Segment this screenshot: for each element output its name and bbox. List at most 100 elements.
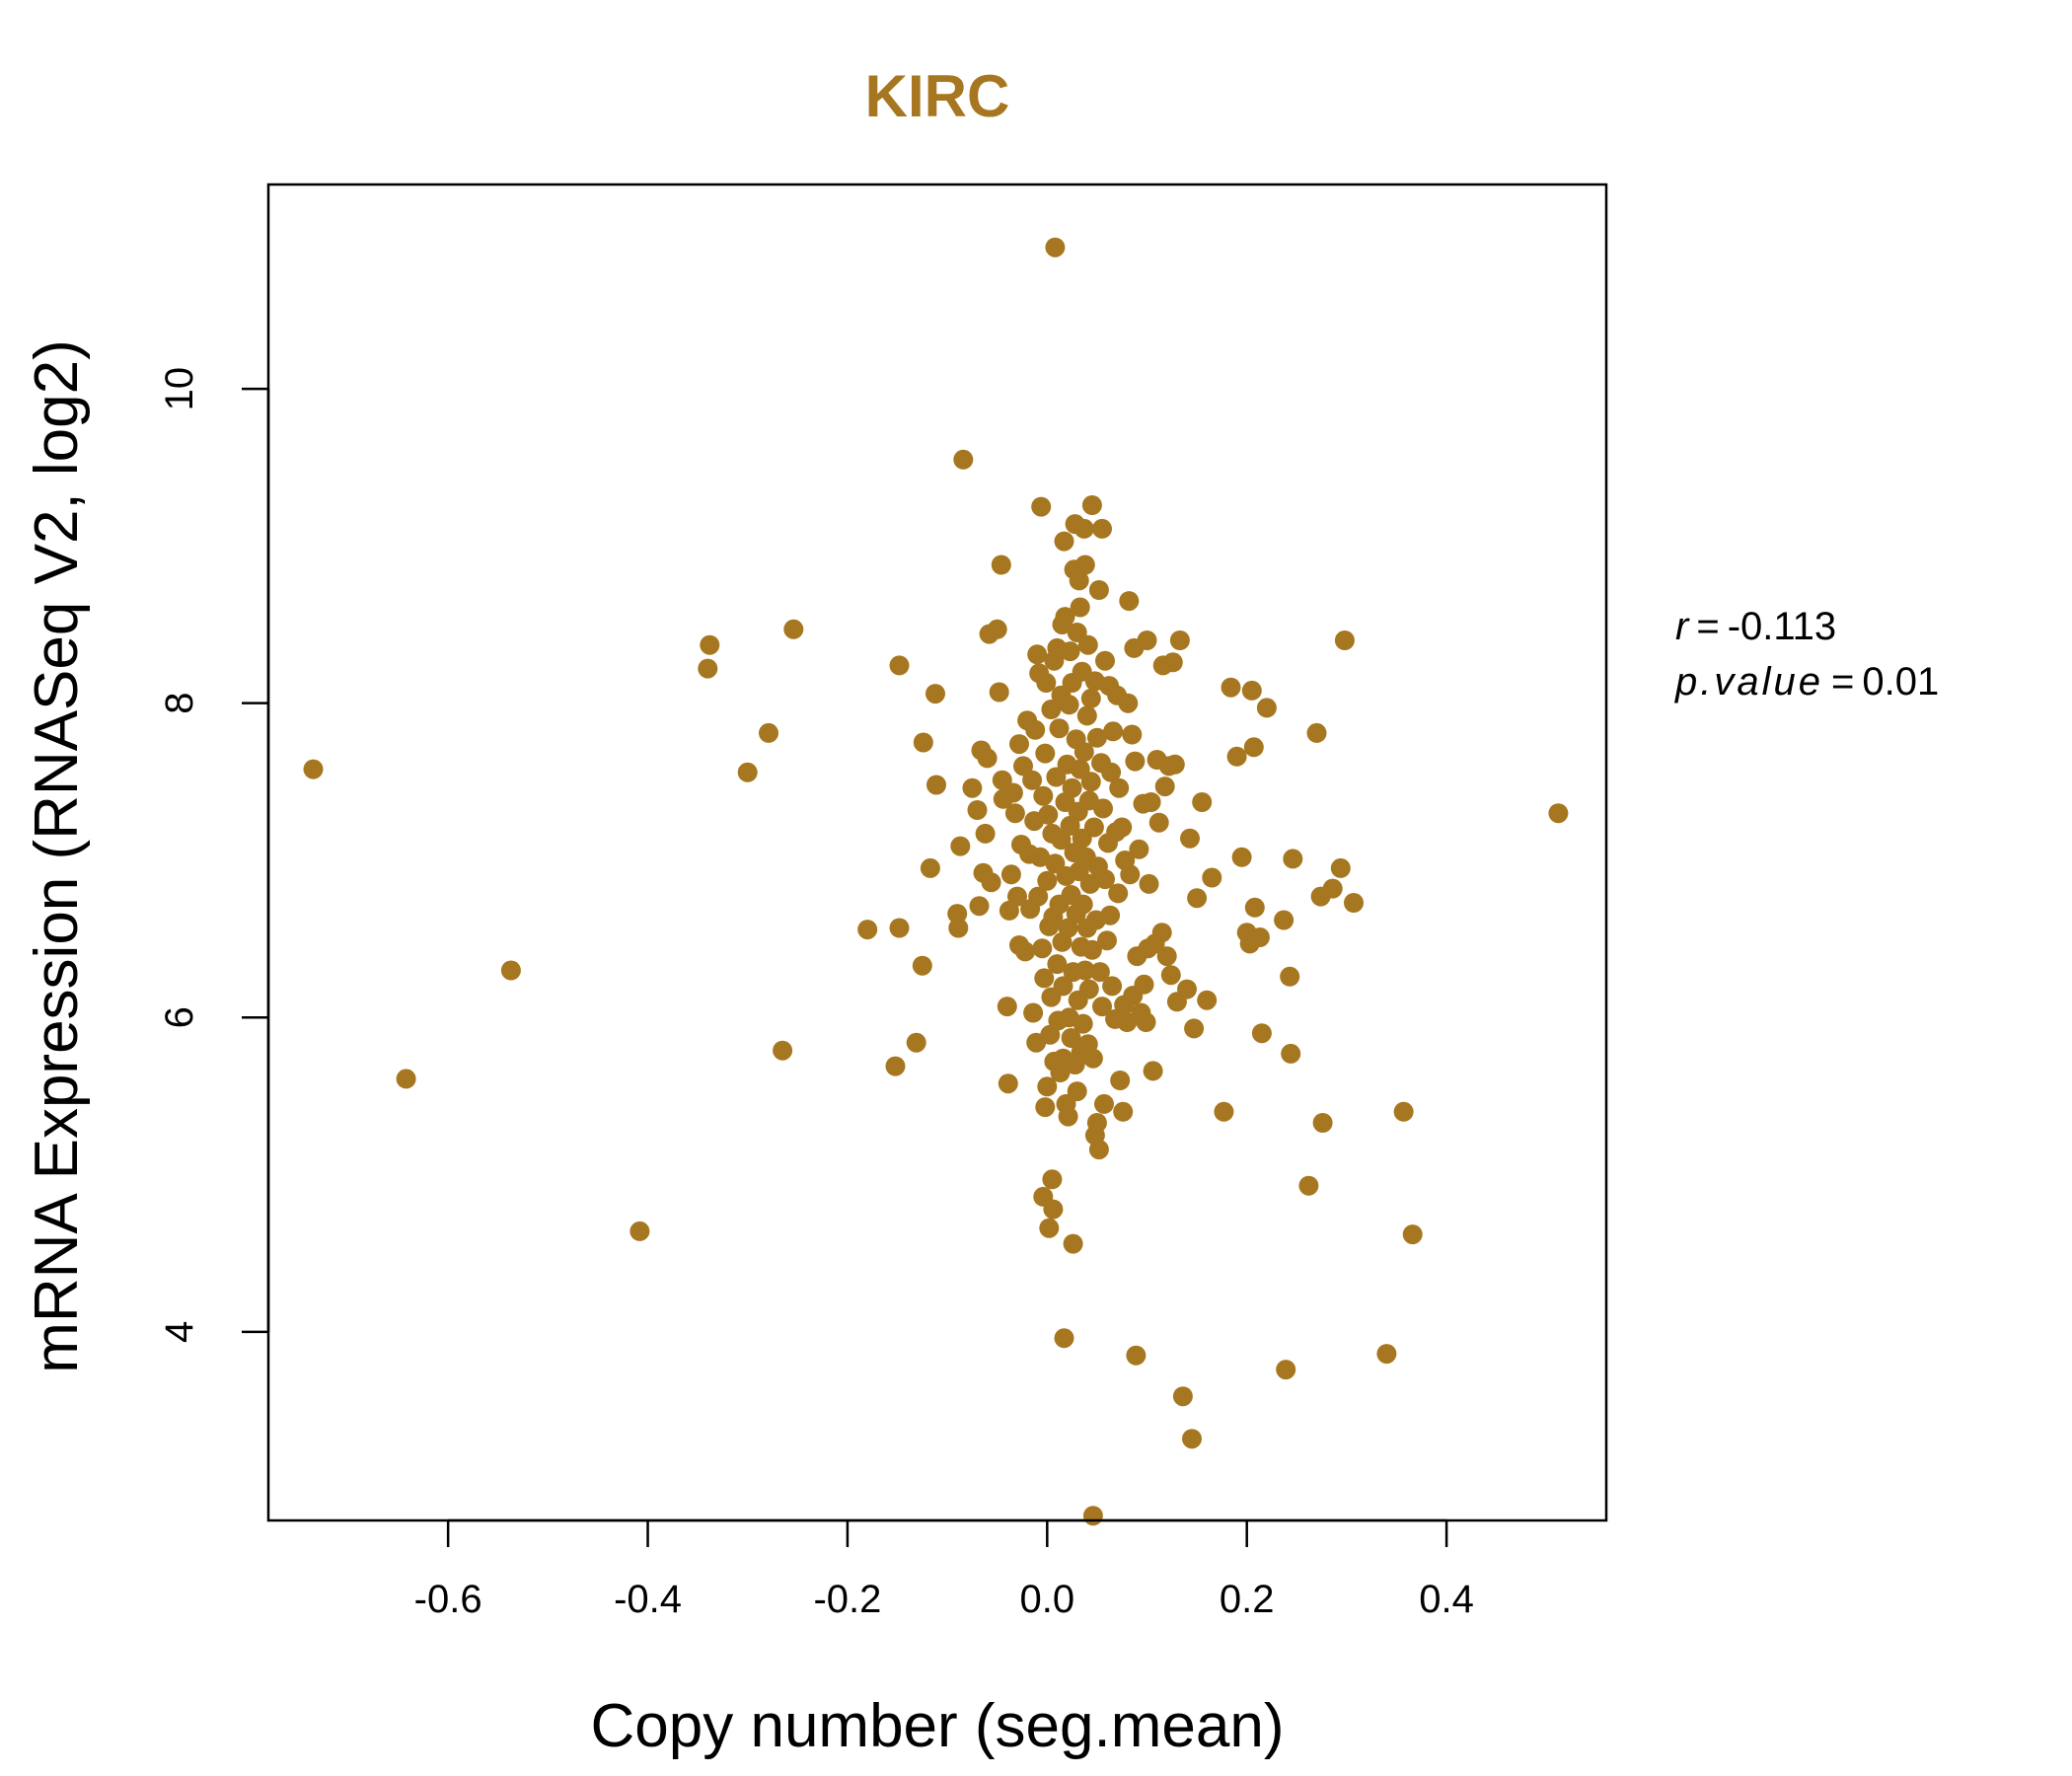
data-point [950, 836, 971, 856]
data-point [1035, 743, 1056, 764]
data-point [1077, 634, 1098, 655]
data-point [1197, 990, 1218, 1010]
data-point [1037, 1076, 1058, 1097]
data-point [1030, 847, 1051, 867]
data-point [737, 762, 758, 782]
data-point [1276, 1360, 1296, 1380]
p-value: 0.01 [1862, 660, 1939, 703]
data-point [1113, 1101, 1134, 1122]
data-point [1256, 698, 1277, 718]
data-point [1031, 496, 1052, 517]
data-point [1082, 1048, 1103, 1069]
data-point [1097, 930, 1117, 951]
data-point [1092, 997, 1112, 1017]
y-tick-label: 10 [158, 367, 201, 411]
data-point [500, 960, 521, 981]
data-point [1221, 677, 1241, 698]
plot-frame [266, 183, 1608, 1522]
data-point [1089, 962, 1110, 983]
data-point [1151, 923, 1172, 943]
r-value: -0.113 [1728, 605, 1836, 648]
y-axis: 4 6 8 10 [158, 367, 270, 1343]
data-point [1101, 762, 1122, 782]
data-point [700, 634, 720, 655]
x-axis: -0.6 -0.4 -0.2 0.0 0.2 0.4 [414, 1518, 1474, 1621]
data-point [1164, 754, 1185, 775]
data-point [1137, 630, 1157, 650]
data-point [885, 1056, 906, 1076]
data-point [1069, 570, 1089, 591]
data-point [1033, 785, 1054, 806]
p-value-label: p.value [1674, 660, 1823, 703]
data-point [1231, 847, 1252, 867]
data-point [1100, 905, 1121, 925]
data-point [629, 1221, 650, 1241]
data-point [1118, 693, 1139, 713]
data-point [1334, 630, 1355, 650]
data-point [1000, 864, 1021, 885]
x-tick-label: -0.4 [614, 1578, 682, 1621]
data-point [1154, 777, 1175, 797]
data-point [1079, 873, 1100, 894]
correlation-r: r = -0.113 [1675, 605, 1836, 648]
data-point [1322, 878, 1343, 899]
data-point [1032, 938, 1053, 959]
data-point [1082, 1506, 1103, 1526]
chart-title: KIRC [865, 63, 1010, 129]
data-point [1086, 1113, 1107, 1133]
data-point [1162, 652, 1183, 673]
data-point [1076, 705, 1097, 726]
data-point [975, 823, 996, 844]
data-point [1306, 722, 1327, 743]
data-point [783, 619, 804, 639]
data-point [889, 918, 910, 938]
data-point [1042, 1169, 1063, 1190]
data-point [953, 449, 974, 470]
data-point [1244, 897, 1265, 918]
data-point [1062, 777, 1082, 798]
data-point [1274, 910, 1295, 930]
data-point [1059, 695, 1079, 715]
data-point [1095, 650, 1115, 671]
data-point [1281, 1043, 1301, 1064]
data-point [1028, 886, 1049, 907]
data-point [1074, 555, 1095, 575]
data-point [1172, 1386, 1193, 1407]
data-point [1110, 1071, 1131, 1090]
data-point [1051, 830, 1072, 851]
data-point [759, 722, 778, 743]
data-point [1117, 1012, 1138, 1032]
data-point [1038, 804, 1059, 825]
data-point [1088, 580, 1109, 600]
data-point [1143, 1061, 1163, 1081]
data-point [1053, 976, 1073, 997]
y-tick-label: 4 [158, 1321, 201, 1343]
data-point [1007, 886, 1027, 907]
data-point [1125, 751, 1146, 772]
data-point [1156, 946, 1177, 967]
data-point [1344, 893, 1364, 913]
data-point [1177, 979, 1197, 999]
data-point [1009, 734, 1029, 755]
data-point [1129, 839, 1149, 859]
data-point [1122, 724, 1143, 745]
data-point [1094, 1093, 1114, 1114]
data-point [1126, 1345, 1147, 1366]
data-point [1103, 721, 1124, 742]
data-point [1073, 1013, 1093, 1034]
data-point [981, 872, 1001, 893]
data-point [1036, 673, 1057, 693]
data-point [1080, 772, 1101, 792]
data-point [1120, 864, 1141, 885]
data-point [1092, 518, 1112, 539]
data-point [1055, 607, 1075, 628]
y-tick-label: 6 [158, 1006, 201, 1028]
x-tick-label: 0.4 [1419, 1578, 1474, 1621]
data-point [1298, 1175, 1319, 1196]
data-point [947, 904, 968, 925]
data-point [1073, 518, 1094, 539]
data-point [1109, 777, 1130, 798]
data-point [1058, 1106, 1078, 1127]
data-point [1139, 873, 1159, 894]
